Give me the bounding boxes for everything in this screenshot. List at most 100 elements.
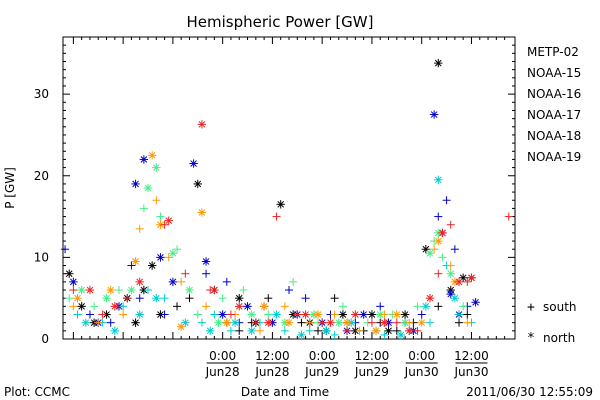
data-point-north (284, 318, 294, 327)
data-point-north (164, 216, 173, 225)
marker-legend-symbol: * (527, 331, 535, 346)
data-point-north (139, 285, 149, 295)
data-point-south (367, 318, 376, 327)
legend-entry: NOAA-18 (527, 129, 581, 143)
data-point-south (272, 212, 281, 221)
data-point-south (392, 326, 401, 335)
data-point-south (164, 253, 173, 262)
data-point-north (264, 318, 273, 327)
data-point-south (463, 310, 472, 319)
data-point-north (81, 318, 91, 327)
data-point-south (197, 318, 206, 327)
data-point-north (106, 285, 115, 295)
legend-entry: NOAA-15 (527, 66, 581, 80)
data-point-south (185, 294, 194, 303)
data-point-south (123, 294, 132, 303)
data-point-south (73, 310, 82, 319)
data-point-south (226, 326, 235, 335)
data-point-south (355, 326, 364, 335)
data-point-north (371, 326, 381, 336)
data-point-south (330, 330, 339, 339)
data-point-north (181, 318, 190, 327)
data-point-south (446, 261, 455, 270)
data-point-south (318, 318, 327, 327)
data-point-south (160, 220, 169, 229)
data-point-north (143, 183, 153, 193)
data-point-north (110, 326, 120, 336)
data-point-south (338, 302, 347, 311)
data-point-south (285, 286, 293, 295)
data-point-south (330, 294, 339, 303)
data-point-south (446, 220, 455, 229)
x-tick-label: 0:00 (408, 349, 435, 363)
data-point-south (264, 294, 273, 303)
marker-legend-label: south (543, 300, 577, 314)
chart-title: Hemispheric Power [GW] (187, 13, 374, 31)
data-point-north (405, 326, 414, 336)
data-point-north (156, 253, 165, 262)
data-point-south (455, 310, 464, 319)
data-point-south (343, 326, 352, 335)
data-point-south (305, 318, 314, 327)
data-point-south (280, 302, 289, 311)
data-point-south (193, 310, 202, 319)
data-point-north (152, 293, 161, 303)
data-point-south (173, 245, 182, 254)
data-point-north (110, 302, 120, 311)
data-point-north (206, 326, 215, 336)
data-point-north (425, 249, 435, 258)
marker-legend: + south * north (527, 300, 577, 346)
data-point-north (210, 285, 219, 295)
data-point-south (239, 286, 248, 295)
data-point-north (259, 302, 269, 311)
data-point-north (73, 293, 82, 303)
data-point-south (226, 310, 235, 319)
data-point-south (65, 294, 74, 303)
data-point-south (314, 326, 323, 335)
data-point-south (417, 310, 426, 319)
x-tick-label: Jun29 (354, 365, 389, 379)
data-point-south (301, 294, 310, 303)
data-point-north (446, 289, 455, 299)
data-point-south (152, 196, 161, 205)
legend-entry: NOAA-19 (527, 150, 581, 164)
data-point-north (85, 285, 95, 295)
data-point-north (230, 318, 240, 327)
data-point-north (446, 269, 455, 278)
data-point-north (322, 326, 331, 336)
data-point-south (202, 302, 211, 311)
data-point-south (69, 302, 78, 311)
data-point-south (413, 326, 422, 335)
data-point-south (455, 318, 464, 327)
data-point-north (201, 257, 211, 266)
data-point-north (392, 310, 402, 319)
data-point-north (351, 310, 360, 319)
legend-entry: NOAA-17 (527, 108, 581, 122)
data-point-north (454, 277, 464, 287)
data-point-south (305, 326, 314, 335)
data-point-north (147, 151, 157, 160)
data-point-north (367, 310, 377, 319)
data-point-north (313, 310, 323, 319)
data-point-south (330, 310, 339, 319)
data-point-north (338, 310, 348, 319)
legend: METP-02 NOAA-15 NOAA-16 NOAA-17 NOAA-18 NOAA-… (527, 45, 581, 164)
data-point-south (173, 302, 182, 311)
data-point-south (94, 318, 103, 327)
data-point-south (392, 318, 401, 327)
data-point-north (214, 318, 223, 327)
x-tick-label: 12:00 (355, 349, 390, 363)
data-point-north (425, 293, 435, 303)
data-point-south (85, 310, 94, 319)
legend-entry: METP-02 (527, 45, 579, 59)
data-point-south (504, 212, 513, 221)
data-point-south (280, 326, 289, 335)
data-point-north (417, 318, 426, 327)
data-point-north (247, 310, 256, 319)
data-point-south (459, 302, 468, 311)
marker-legend-symbol: + (527, 300, 535, 315)
data-point-north (131, 179, 140, 189)
data-point-south (293, 310, 302, 319)
data-point-south (106, 318, 115, 327)
